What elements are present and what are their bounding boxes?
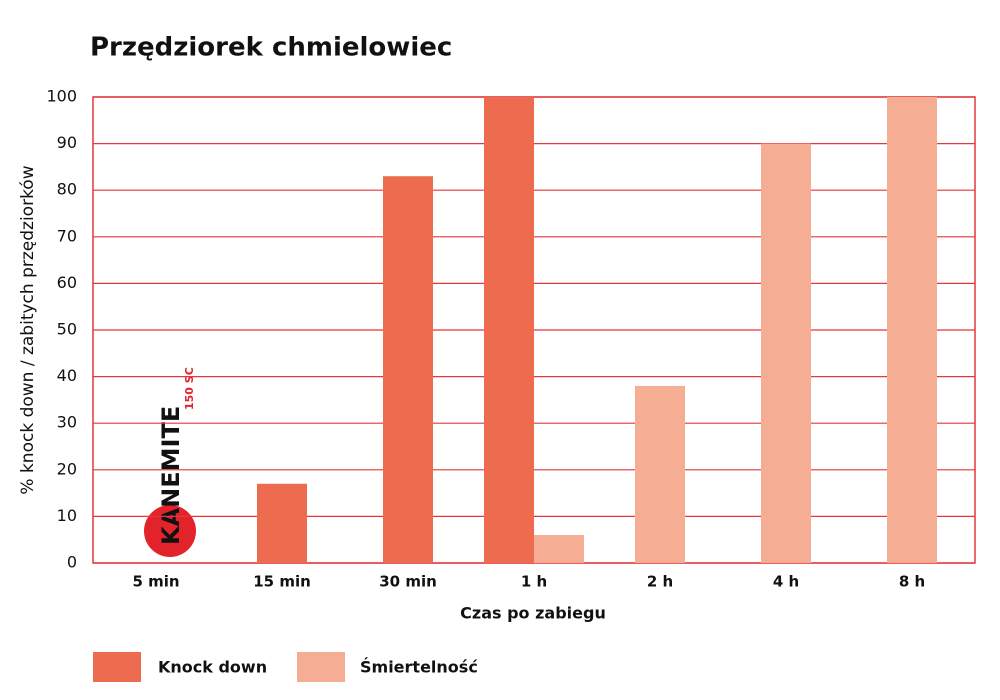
x-tick-label: 4 h — [773, 573, 799, 591]
bar — [534, 535, 584, 563]
y-tick-label: 100 — [46, 87, 77, 106]
x-tick-label: 1 h — [521, 573, 547, 591]
x-tick-label: 30 min — [379, 573, 437, 591]
bar — [484, 97, 534, 563]
y-tick-label: 20 — [57, 459, 77, 478]
x-tick-label: 8 h — [899, 573, 925, 591]
legend-swatch — [297, 652, 345, 682]
logo-name: KANEMITE — [157, 406, 185, 545]
legend-label: Śmiertelność — [360, 658, 478, 677]
y-tick-label: 40 — [57, 366, 77, 385]
legend-label: Knock down — [158, 658, 267, 677]
y-tick-label: 80 — [57, 180, 77, 199]
bar — [887, 97, 937, 563]
y-tick-label: 50 — [57, 320, 77, 339]
y-axis-label: % knock down / zabitych przędziorków — [18, 165, 38, 494]
x-tick-label: 5 min — [132, 573, 179, 591]
chart-title: Przędziorek chmielowiec — [90, 33, 452, 63]
bar — [257, 483, 307, 563]
x-tick-label: 2 h — [647, 573, 673, 591]
y-tick-label: 10 — [57, 506, 77, 525]
logo: KANEMITE 150 SC — [144, 367, 196, 557]
x-axis-label: Czas po zabiegu — [460, 604, 606, 623]
bar — [761, 143, 811, 563]
y-tick-label: 0 — [67, 553, 77, 572]
bar — [635, 385, 685, 563]
y-tick-label: 70 — [57, 226, 77, 245]
x-tick-label: 15 min — [253, 573, 311, 591]
logo-circle — [144, 505, 196, 557]
y-tick-label: 30 — [57, 413, 77, 432]
logo-sub: 150 SC — [183, 367, 196, 410]
legend-swatch — [93, 652, 141, 682]
y-tick-label: 60 — [57, 273, 77, 292]
y-tick-label: 90 — [57, 133, 77, 152]
bar — [383, 176, 433, 563]
